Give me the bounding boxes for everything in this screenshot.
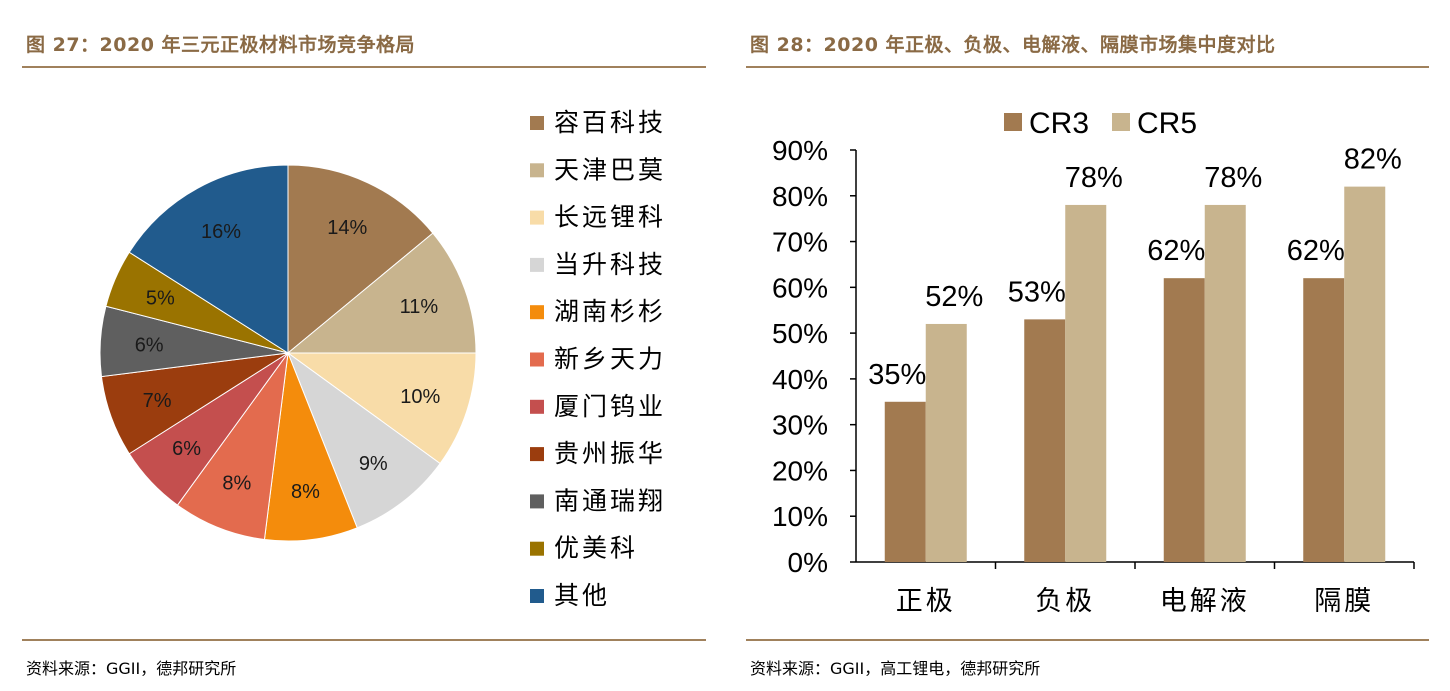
legend-swatch bbox=[1112, 113, 1130, 131]
legend-swatch bbox=[530, 163, 544, 178]
pie-data-label: 8% bbox=[222, 472, 251, 494]
pie-slice bbox=[263, 352, 358, 542]
legend-entry: 当升科技 bbox=[554, 250, 666, 279]
x-tick-label: 隔膜 bbox=[1314, 586, 1374, 617]
pie-slice bbox=[286, 232, 477, 354]
legend-swatch bbox=[530, 589, 544, 603]
right-top-rule bbox=[746, 66, 1429, 68]
legend-entry: 优美科 bbox=[554, 534, 638, 563]
bar-cr5 bbox=[1344, 186, 1386, 562]
bar-cr3 bbox=[884, 401, 926, 562]
bar-cr5 bbox=[925, 323, 967, 562]
legend-entry: 湖南杉杉 bbox=[554, 297, 666, 326]
legend-entry: 天津巴莫 bbox=[554, 155, 666, 184]
legend-entry: CR3 bbox=[1029, 107, 1089, 140]
right-figure-panel: 图 28：2020 年正极、负极、电解液、隔膜市场集中度对比 0% 10% 20% 3… bbox=[746, 0, 1429, 691]
left-figure-title: 图 27：2020 年三元正极材料市场竞争格局 bbox=[26, 34, 416, 56]
y-tick-label: 50% bbox=[772, 318, 828, 349]
y-tick-label: 60% bbox=[772, 272, 828, 303]
bar-chart: 0% 10% 20% 30% 40% 50% 60% 70% 80% 90% 正极 负极 电解液 隔膜 35… bbox=[772, 107, 1415, 617]
y-tick-label: 20% bbox=[772, 455, 828, 486]
pie-data-label: 16% bbox=[201, 221, 241, 243]
x-tick-label: 负极 bbox=[1035, 586, 1095, 617]
legend-entry: 长远锂科 bbox=[554, 203, 666, 232]
right-bottom-rule bbox=[746, 639, 1429, 641]
pie-data-label: 6% bbox=[135, 334, 164, 356]
bar-data-label: 82% bbox=[1344, 144, 1402, 176]
y-tick-label: 80% bbox=[772, 181, 828, 212]
y-tick-label: 0% bbox=[788, 547, 828, 578]
legend-entry: 其他 bbox=[554, 581, 610, 610]
bar-data-label: 62% bbox=[1147, 235, 1205, 267]
legend-swatch bbox=[530, 399, 544, 414]
pie-data-label: 7% bbox=[143, 390, 172, 412]
pie-data-label: 9% bbox=[359, 453, 388, 475]
bar-cr5 bbox=[1065, 204, 1107, 562]
right-figure-title: 图 28：2020 年正极、负极、电解液、隔膜市场集中度对比 bbox=[750, 34, 1276, 56]
left-source-note: 资料来源：GGII，德邦研究所 bbox=[26, 659, 237, 678]
bar-cr3 bbox=[1163, 278, 1205, 562]
legend-swatch bbox=[530, 116, 544, 130]
pie-slice bbox=[176, 352, 289, 541]
pie-data-label: 6% bbox=[172, 438, 201, 460]
y-tick-label: 70% bbox=[772, 227, 828, 258]
bar-data-label: 52% bbox=[925, 281, 983, 313]
y-tick-label: 30% bbox=[772, 410, 828, 441]
legend-swatch bbox=[530, 305, 544, 320]
bar-cr3 bbox=[1303, 278, 1345, 562]
legend-swatch bbox=[530, 210, 544, 225]
pie-slice bbox=[286, 351, 441, 529]
legend-entry: 南通瑞翔 bbox=[554, 486, 666, 515]
left-top-rule bbox=[22, 66, 706, 68]
pie-data-label: 14% bbox=[327, 217, 367, 239]
pie-slice bbox=[287, 164, 434, 355]
bar-data-label: 53% bbox=[1008, 276, 1066, 308]
legend-entry: 新乡天力 bbox=[554, 345, 666, 374]
legend-swatch bbox=[530, 447, 544, 462]
bar-data-label: 78% bbox=[1204, 162, 1262, 194]
y-tick-label: 40% bbox=[772, 364, 828, 395]
pie-slice bbox=[128, 164, 289, 354]
bar-cr3 bbox=[1024, 319, 1066, 562]
bar-data-label: 35% bbox=[868, 359, 926, 391]
pie-chart: 14% 11% 10% 9% 8% 8% 6% 7% 6% 5% 16% 容百科技天津巴莫长远锂科当升… bbox=[99, 108, 666, 610]
legend-swatch bbox=[1004, 113, 1022, 131]
y-tick-label: 10% bbox=[772, 501, 828, 532]
left-figure-panel: 图 27：2020 年三元正极材料市场竞争格局 14% 11% 10% 9% 8% 8% 6… bbox=[22, 0, 706, 691]
legend-entry: 厦门钨业 bbox=[554, 392, 666, 421]
bar-data-label: 78% bbox=[1065, 162, 1123, 194]
pie-data-label: 5% bbox=[146, 288, 175, 310]
legend-entry: 容百科技 bbox=[554, 108, 666, 137]
legend-entry: 贵州振华 bbox=[554, 439, 666, 468]
pie-data-label: 8% bbox=[291, 481, 320, 503]
pie-slice bbox=[286, 352, 477, 465]
legend-swatch bbox=[530, 541, 544, 556]
x-tick-label: 电解液 bbox=[1160, 586, 1250, 617]
x-tick-label: 正极 bbox=[896, 586, 956, 617]
pie-data-label: 10% bbox=[400, 386, 440, 408]
legend-swatch bbox=[530, 352, 544, 367]
y-tick-label: 90% bbox=[772, 135, 828, 166]
bar-data-label: 62% bbox=[1287, 235, 1345, 267]
legend-entry: CR5 bbox=[1137, 107, 1197, 140]
right-source-note: 资料来源：GGII，高工锂电，德邦研究所 bbox=[750, 659, 1041, 678]
left-bottom-rule bbox=[22, 639, 706, 641]
bar-cr5 bbox=[1204, 204, 1246, 562]
pie-data-label: 11% bbox=[400, 296, 439, 318]
legend-swatch bbox=[530, 494, 544, 509]
legend-swatch bbox=[530, 257, 544, 272]
